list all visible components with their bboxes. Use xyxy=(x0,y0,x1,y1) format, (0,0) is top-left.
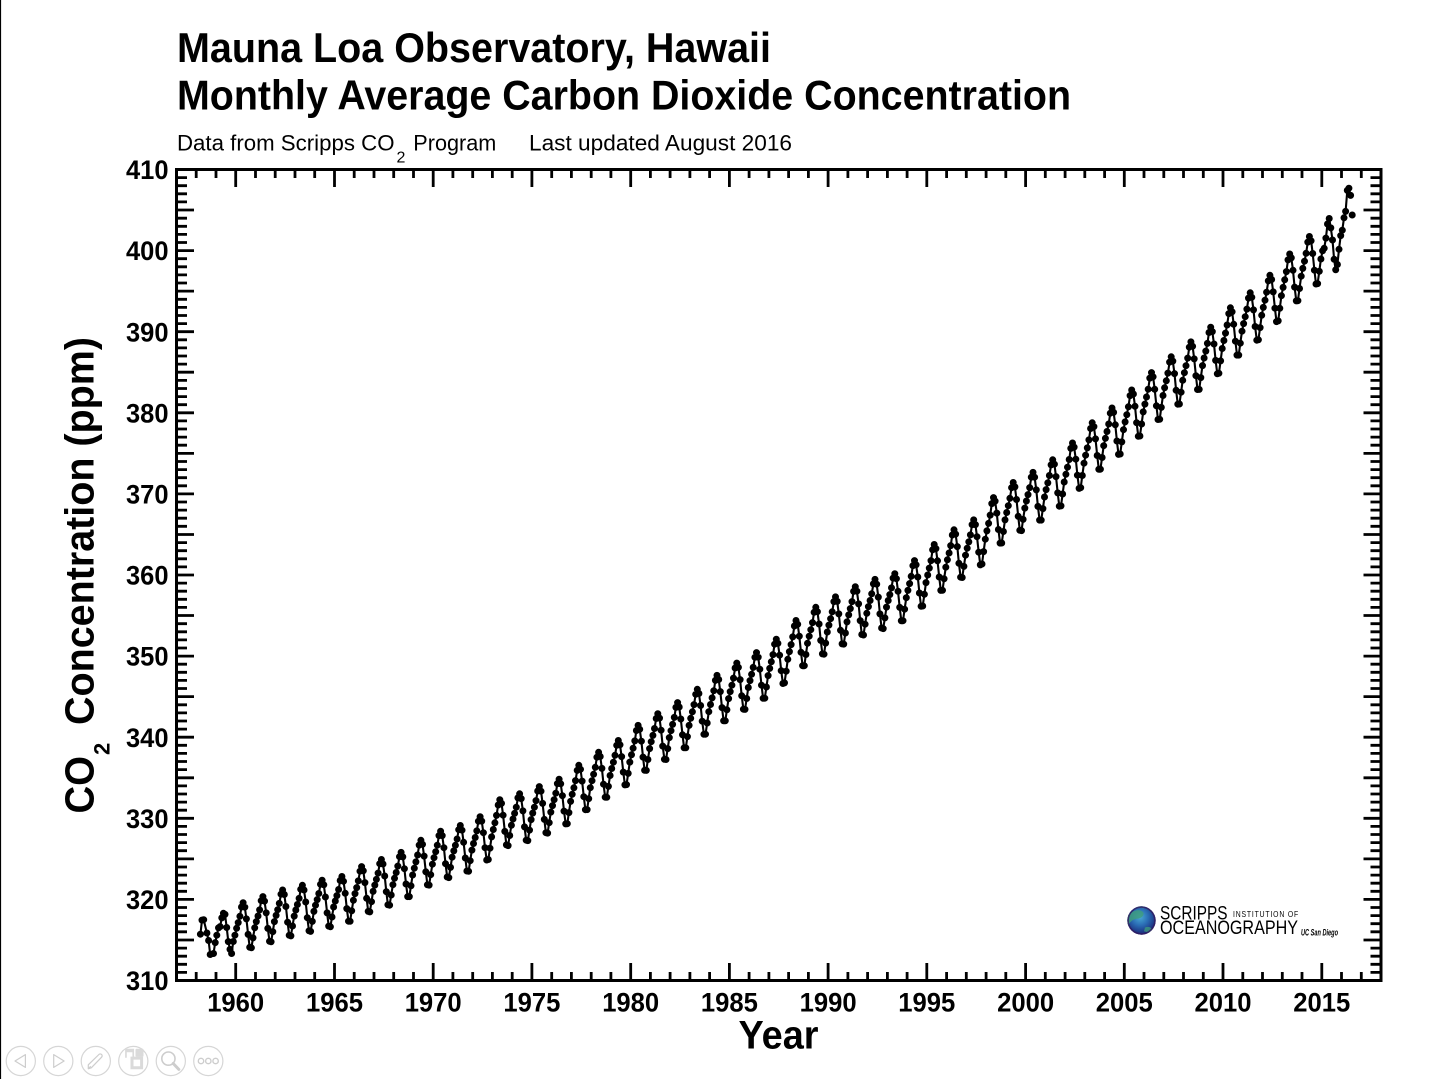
svg-text:INSTITUTION OF: INSTITUTION OF xyxy=(1233,910,1299,919)
svg-text:2: 2 xyxy=(397,149,406,166)
svg-text:330: 330 xyxy=(126,804,169,834)
svg-text:400: 400 xyxy=(126,236,169,266)
svg-text:350: 350 xyxy=(126,642,169,672)
svg-text:1970: 1970 xyxy=(405,988,462,1018)
svg-text:340: 340 xyxy=(126,723,169,753)
svg-text:SCRIPPS: SCRIPPS xyxy=(1160,903,1228,925)
svg-text:2000: 2000 xyxy=(997,988,1054,1018)
svg-text:Year: Year xyxy=(739,1014,819,1058)
svg-text:Program: Program xyxy=(413,130,496,155)
svg-text:Monthly Average Carbon Dioxide: Monthly Average Carbon Dioxide Concentra… xyxy=(177,72,1071,119)
svg-text:1975: 1975 xyxy=(503,988,560,1018)
svg-text:2015: 2015 xyxy=(1293,988,1350,1018)
svg-text:2: 2 xyxy=(90,743,115,755)
svg-text:1990: 1990 xyxy=(800,988,857,1018)
svg-text:1965: 1965 xyxy=(306,988,363,1018)
svg-text:410: 410 xyxy=(126,155,169,185)
svg-text:OCEANOGRAPHY: OCEANOGRAPHY xyxy=(1160,917,1298,939)
svg-text:2005: 2005 xyxy=(1096,988,1153,1018)
svg-text:360: 360 xyxy=(126,561,169,591)
svg-text:310: 310 xyxy=(126,966,169,996)
svg-text:2010: 2010 xyxy=(1195,988,1252,1018)
svg-text:1980: 1980 xyxy=(602,988,659,1018)
svg-text:UC San Diego: UC San Diego xyxy=(1301,928,1338,938)
svg-text:Last updated August 2016: Last updated August 2016 xyxy=(529,130,792,155)
svg-text:1995: 1995 xyxy=(898,988,955,1018)
svg-text:1985: 1985 xyxy=(701,988,758,1018)
svg-text:380: 380 xyxy=(126,398,169,428)
svg-text:370: 370 xyxy=(126,480,169,510)
svg-text:390: 390 xyxy=(126,317,169,347)
svg-text:Data from Scripps CO: Data from Scripps CO xyxy=(177,130,395,155)
svg-text:Mauna Loa Observatory, Hawaii: Mauna Loa Observatory, Hawaii xyxy=(177,24,771,71)
svg-text:320: 320 xyxy=(126,885,169,915)
svg-text:Concentration (ppm): Concentration (ppm) xyxy=(57,337,103,725)
svg-text:1960: 1960 xyxy=(207,988,264,1018)
svg-text:CO: CO xyxy=(57,756,103,814)
